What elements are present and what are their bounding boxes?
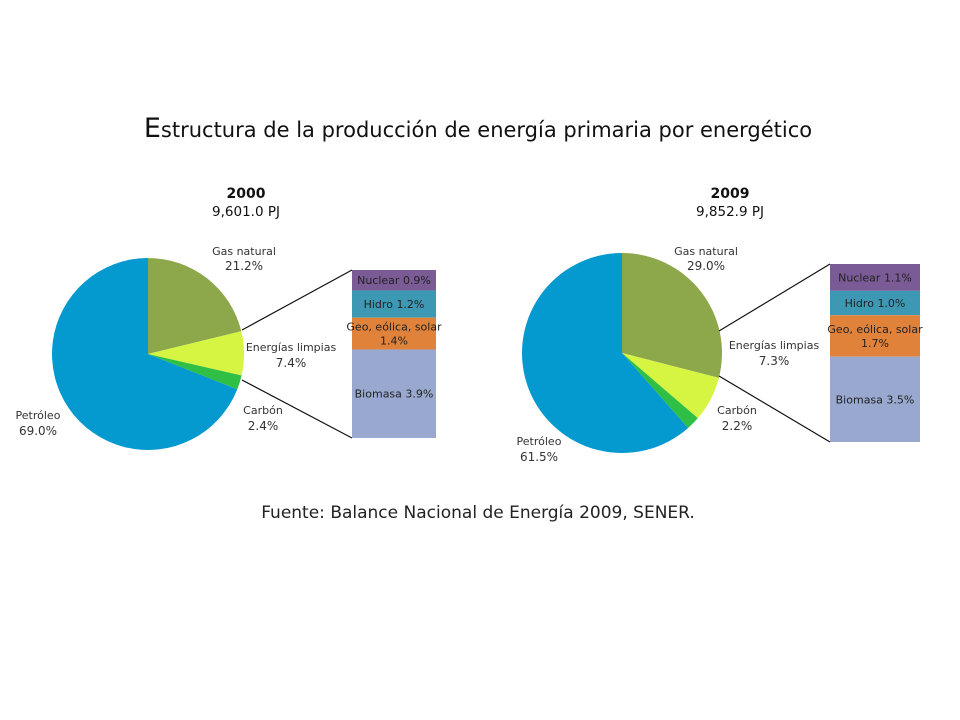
slice-labels: Gas natural 21.2% Energías limpias 7.4% … [16,245,337,438]
pie-slice-gas-natural [148,258,242,354]
bar-segment-hidro [830,290,920,316]
source-note: Fuente: Balance Nacional de Energía 2009… [261,503,695,523]
slice-label-energias-limpias-value: 7.3% [759,354,790,368]
pie-slice-carbon [148,354,242,390]
pie-slice-petroleo [52,258,238,451]
bar-label-hidro: Hidro 1.2% [364,298,425,311]
bar-label-geo-eolica-solar-name: Geo, eólica, solar [346,321,442,334]
breakdown-bar: Nuclear 0.9% Hidro 1.2% Geo, eólica, solar… [346,270,442,438]
bar-label-nuclear: Nuclear 0.9% [357,274,431,287]
slice-label-carbon-value: 2.2% [722,419,753,433]
chart-total: 9,852.9 PJ [696,204,764,220]
bar-label-geo-eolica-solar-name: Geo, eólica, solar [827,323,923,336]
pie-slice-energias-limpias [622,353,719,419]
chart-total: 9,601.0 PJ [212,204,280,220]
slice-label-petroleo-name: Petróleo [517,435,562,448]
chart-title: Estructura de la producción de energía p… [144,113,812,144]
bar-label-biomasa: Biomasa 3.5% [836,393,915,406]
connector-line-bottom [241,379,353,439]
bar-label-biomasa: Biomasa 3.9% [355,388,434,401]
pie-slice-energias-limpias [148,331,244,376]
bar-segment-geo-eolica-solar [830,315,920,357]
connector-line-top [718,263,831,332]
chart-2009: 2009 9,852.9 PJ Nuclear 1.1% Hidro 1.0% Ge… [517,186,924,464]
slice-label-gas-natural-value: 29.0% [687,259,725,273]
breakdown-bar: Nuclear 1.1% Hidro 1.0% Geo, eólica, solar… [827,264,923,442]
bar-label-nuclear: Nuclear 1.1% [838,271,912,284]
chart-2000: 2000 9,601.0 PJ Nuclear 0.9% Hidro 1.2% Ge… [16,186,442,451]
slice-label-gas-natural-name: Gas natural [212,245,276,258]
slice-label-energias-limpias-value: 7.4% [276,356,307,370]
chart-year: 2009 [711,186,750,202]
bar-segment-geo-eolica-solar [352,317,436,350]
breakdown-connectors [718,263,831,443]
connector-line-top [241,269,353,331]
pie-slices [521,252,723,453]
slice-label-petroleo-value: 61.5% [520,450,558,464]
chart-year: 2000 [227,186,266,202]
slice-label-carbon-name: Carbón [717,404,757,417]
bar-segment-nuclear [830,264,920,291]
pie-slice-gas-natural [622,252,723,378]
slice-label-petroleo-name: Petróleo [16,409,61,422]
breakdown-connectors [241,269,353,439]
bar-label-hidro: Hidro 1.0% [845,297,906,310]
pie-slice-carbon [622,353,698,429]
slice-labels: Gas natural 29.0% Energías limpias 7.3% … [517,245,820,464]
bar-label-geo-eolica-solar-value: 1.7% [861,337,889,350]
slice-label-carbon-value: 2.4% [248,419,279,433]
slice-label-carbon-name: Carbón [243,404,283,417]
bar-label-geo-eolica-solar-value: 1.4% [380,335,408,348]
slice-label-energias-limpias-name: Energías limpias [729,339,820,352]
slice-label-gas-natural-value: 21.2% [225,259,263,273]
bar-segment-biomasa [352,349,436,438]
bar-segment-hidro [352,290,436,318]
pie-slice-petroleo [521,252,689,453]
slice-label-gas-natural-name: Gas natural [674,245,738,258]
slice-label-energias-limpias-name: Energías limpias [246,341,337,354]
pie-slices [52,258,244,451]
slice-label-petroleo-value: 69.0% [19,424,57,438]
bar-segment-nuclear [352,270,436,291]
connector-line-bottom [718,375,831,443]
bar-segment-biomasa [830,356,920,442]
